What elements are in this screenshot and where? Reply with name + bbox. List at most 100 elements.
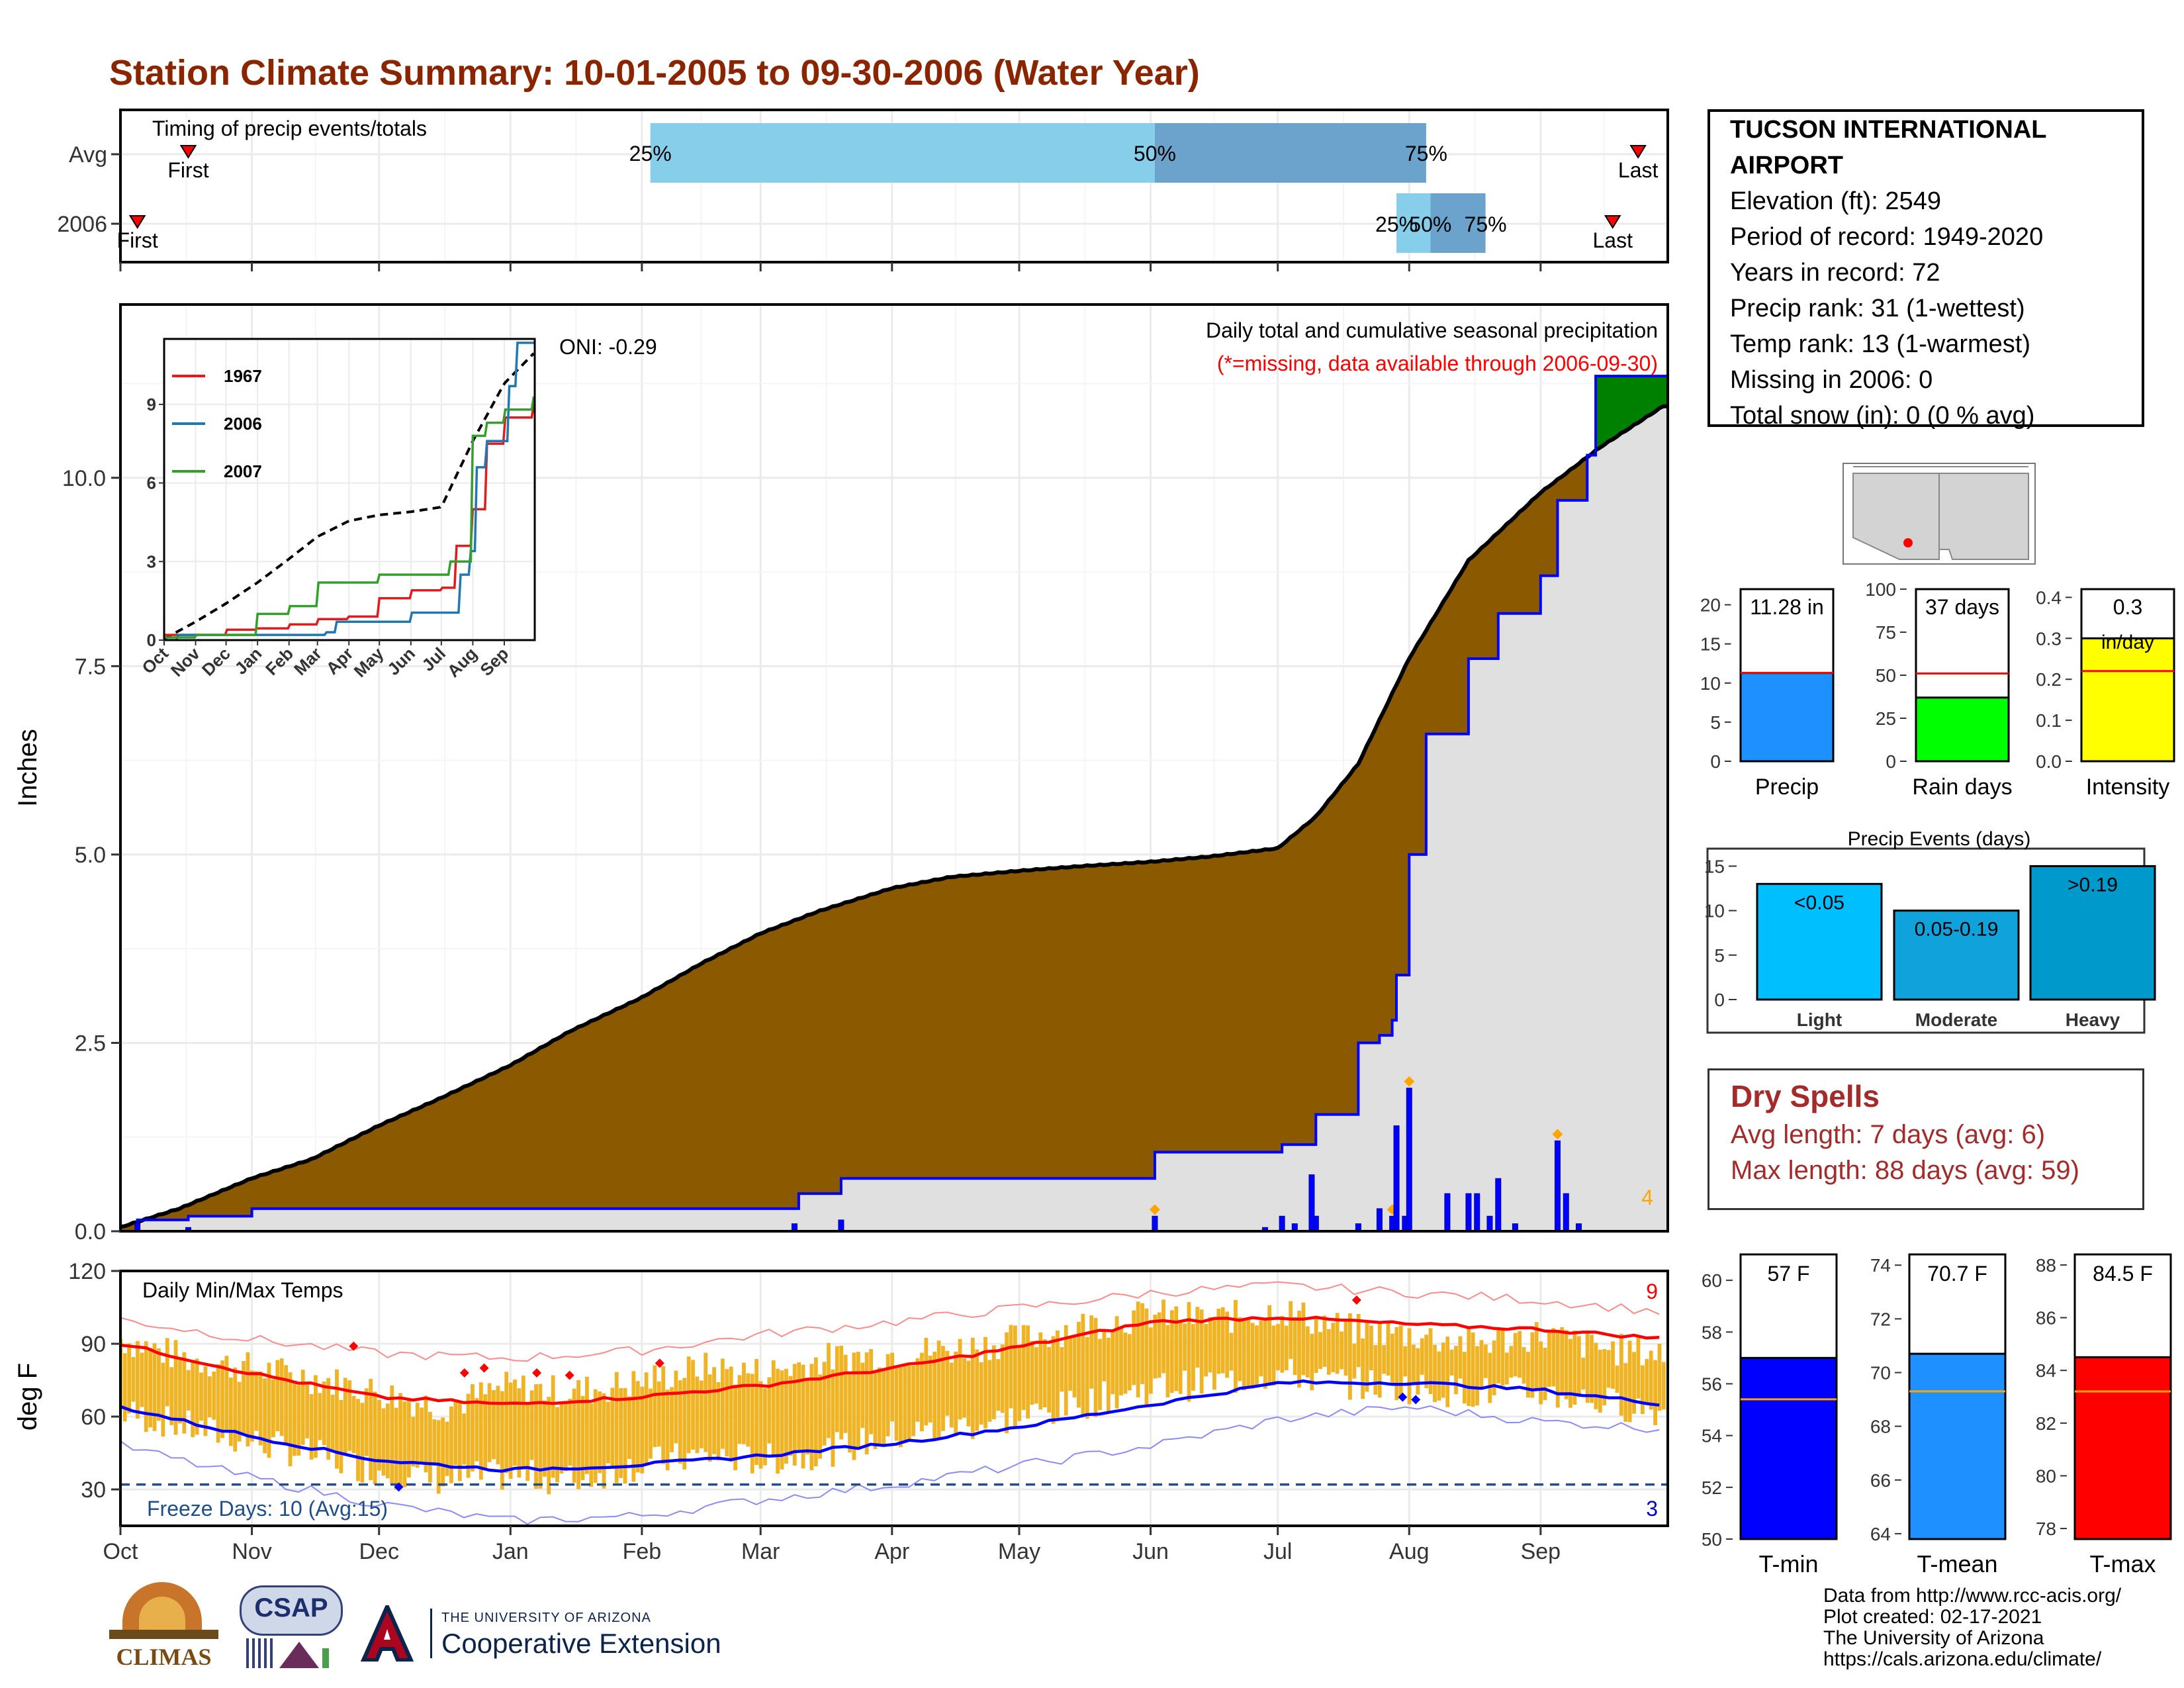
daily-temp-bar [1301, 1302, 1306, 1376]
mini-tick-0-4: 20 [1700, 595, 1721, 616]
mini-value-0: 11.28 in [1750, 595, 1824, 619]
daily-temp-bar [1072, 1336, 1077, 1398]
daily-temp-bar [763, 1388, 767, 1466]
precip-ytick-1: 2.5 [75, 1031, 106, 1056]
record-high-marker [479, 1363, 489, 1373]
daily-temp-bar [848, 1373, 852, 1453]
daily-temp-bar [983, 1336, 987, 1429]
daily-temp-bar [406, 1399, 411, 1477]
mini-value-2: 0.3 [2113, 595, 2142, 619]
daily-temp-bar [1284, 1325, 1289, 1370]
daily-temp-bar [1340, 1331, 1343, 1370]
daily-temp-bar [1289, 1301, 1293, 1359]
daily-precip-bar [1465, 1193, 1472, 1231]
daily-temp-bar [665, 1389, 670, 1471]
daily-temp-bar [279, 1358, 284, 1436]
temp-summary-tick-2-0: 78 [2036, 1519, 2056, 1539]
daily-temp-bar [686, 1356, 691, 1454]
temp-summary-value-0: 57 F [1767, 1262, 1809, 1286]
daily-temp-bar [436, 1420, 441, 1494]
daily-temp-bar [813, 1357, 818, 1467]
daily-temp-bar [635, 1381, 640, 1473]
record-high-marker [349, 1341, 359, 1351]
mini-tick-1-1: 25 [1876, 708, 1896, 729]
daily-temp-bar [1068, 1336, 1073, 1391]
daily-temp-bar [492, 1389, 496, 1460]
temp-xtick-9: Jul [1263, 1539, 1292, 1564]
daily-temp-bar [924, 1337, 929, 1426]
inset-series-2007 [164, 396, 535, 639]
daily-temp-bar [1314, 1315, 1318, 1374]
daily-temp-bar [1615, 1365, 1619, 1393]
daily-temp-bar [1483, 1344, 1488, 1378]
daily-temp-bar [390, 1385, 394, 1485]
daily-temp-bar [1356, 1313, 1361, 1368]
daily-temp-bar [1640, 1365, 1645, 1415]
daily-precip-bar [1312, 1215, 1319, 1231]
temp-summary-tick-2-5: 88 [2036, 1255, 2056, 1276]
daily-temp-bar [449, 1406, 453, 1483]
temp-summary-label-1: T-mean [1917, 1550, 1997, 1577]
temp-summary-tick-0-2: 54 [1702, 1426, 1722, 1446]
daily-temp-bar [945, 1350, 950, 1416]
station-elevation: Elevation (ft): 2549 [1730, 187, 1941, 215]
record-high-marker [565, 1370, 574, 1380]
daily-temp-bar [1627, 1340, 1632, 1423]
events-bar-light [1756, 882, 1883, 1001]
daily-temp-bar [737, 1375, 742, 1444]
daily-temp-bar [1377, 1321, 1382, 1398]
daily-precip-bar [185, 1227, 191, 1231]
timing-avg-first-label: First [167, 158, 208, 182]
events-category-0: Light [1797, 1009, 1842, 1030]
daily-temp-bar [991, 1345, 996, 1420]
temp-summary-tick-0-4: 58 [1702, 1322, 1722, 1342]
mini-bar-1 [1915, 696, 2010, 763]
daily-temp-bar [1412, 1344, 1416, 1384]
daily-temp-bar [610, 1387, 615, 1469]
timing-bar-50-75-2006 [1430, 193, 1486, 253]
daily-temp-bar [1569, 1338, 1572, 1408]
daily-temp-bar [856, 1352, 860, 1449]
inset-ytick-2: 6 [147, 473, 156, 493]
daily-temp-bar [805, 1380, 809, 1455]
temp-summary-label-0: T-min [1759, 1550, 1819, 1577]
footer-line-date: Plot created: 02-17-2021 [1823, 1606, 2042, 1628]
daily-temp-bar [593, 1389, 598, 1483]
daily-temp-bar [1127, 1334, 1132, 1391]
daily-temp-bar [1590, 1335, 1594, 1403]
record-high-line [120, 1281, 1660, 1362]
temp-summary-tick-1-5: 74 [1870, 1255, 1891, 1276]
daily-temp-bar [496, 1385, 500, 1465]
daily-temp-bar [1518, 1331, 1522, 1378]
daily-temp-bar [1365, 1321, 1369, 1392]
daily-temp-bar [899, 1367, 903, 1448]
mini-tick-2-3: 0.3 [2036, 628, 2062, 649]
average-min-line [120, 1379, 1660, 1473]
daily-temp-bar [1051, 1336, 1056, 1424]
daily-temp-bar [933, 1351, 937, 1438]
daily-temp-bar [1056, 1330, 1060, 1418]
daily-temp-bar [1047, 1346, 1051, 1413]
daily-temp-bar [1594, 1342, 1598, 1409]
daily-temp-bar [568, 1399, 572, 1466]
daily-temp-bar [1403, 1346, 1408, 1377]
daily-temp-bar [699, 1380, 704, 1449]
daily-temp-bar [1212, 1317, 1216, 1390]
dry-spells-title: Dry Spells [1731, 1079, 1880, 1113]
temp-xtick-8: Jun [1132, 1539, 1169, 1564]
daily-temp-bar [377, 1399, 381, 1471]
daily-temp-bar [1598, 1350, 1602, 1413]
daily-temp-bar [169, 1367, 174, 1425]
daily-temp-bar [704, 1352, 708, 1452]
heavy-event-marker [1552, 1129, 1563, 1140]
daily-temp-bar [915, 1358, 920, 1422]
temp-xtick-10: Aug [1389, 1539, 1430, 1564]
daily-temp-bar [1433, 1344, 1437, 1403]
daily-temp-bar [1111, 1330, 1115, 1395]
temp-ytick-1: 60 [81, 1405, 106, 1430]
daily-temp-bar [1407, 1328, 1412, 1405]
daily-temp-bar [1085, 1336, 1089, 1419]
daily-temp-bar [1123, 1333, 1128, 1394]
daily-temp-bar [1098, 1338, 1102, 1411]
daily-temp-bar [1343, 1321, 1348, 1376]
